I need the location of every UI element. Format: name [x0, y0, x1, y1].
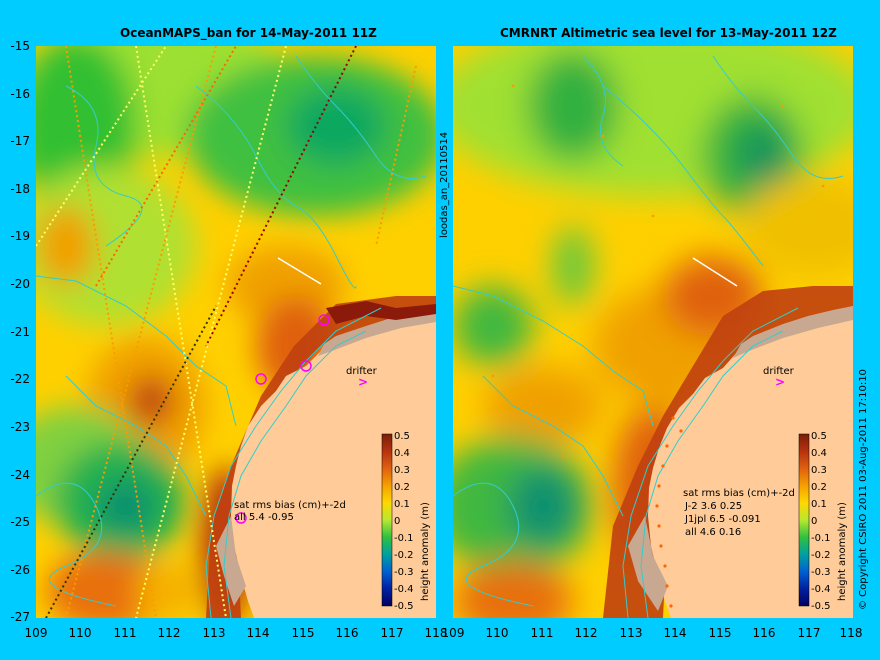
- colorbar-label: -0.5: [394, 601, 414, 612]
- x-axis-label: 113: [202, 626, 226, 640]
- section-line: [692, 257, 738, 287]
- colorbar-label: 0.1: [394, 499, 410, 510]
- x-axis-label: 118: [839, 626, 863, 640]
- drifter-label: drifter: [763, 366, 795, 377]
- drifter-positions: [235, 314, 330, 524]
- x-axis-label: 116: [752, 626, 776, 640]
- colorbar-label: -0.4: [394, 584, 414, 595]
- colorbar-label: 0.1: [811, 499, 827, 510]
- colorbar-label: -0.1: [394, 533, 414, 544]
- anomaly-blobs: [36, 46, 436, 618]
- colorbar-label: 0.4: [811, 448, 827, 459]
- left-map-canvas: drifter > sat rms bias (cm)+-2d all 5.4 …: [36, 46, 436, 618]
- x-axis-label: 118: [424, 626, 448, 640]
- x-axis-label: 109: [441, 626, 465, 640]
- drifter-arrow-icon: >: [358, 375, 368, 389]
- x-axis-label: 115: [708, 626, 732, 640]
- stats-header: sat rms bias (cm)+-2d: [234, 500, 346, 511]
- y-axis-label: -26: [10, 563, 30, 577]
- bathymetry-contours: [453, 55, 844, 618]
- x-axis-label: 111: [113, 626, 137, 640]
- colorbar-label: -0.4: [811, 584, 831, 595]
- colorbar-label: -0.3: [811, 567, 831, 578]
- colorbar-title: height anomaly (m): [837, 502, 848, 601]
- x-axis-label: 113: [619, 626, 643, 640]
- colorbar-label: -0.3: [394, 567, 414, 578]
- y-axis-label: -22: [10, 372, 30, 386]
- colorbar-label: 0.2: [811, 482, 827, 493]
- colorbar-title: height anomaly (m): [420, 502, 431, 601]
- right-map-title: CMRNRT Altimetric sea level for 13-May-2…: [500, 26, 837, 40]
- colorbar-label: -0.2: [811, 550, 831, 561]
- y-axis-label: -20: [10, 277, 30, 291]
- colorbar-label: 0.2: [394, 482, 410, 493]
- x-axis-label: 117: [380, 626, 404, 640]
- run-id-label: loodas_an_20110514: [439, 131, 450, 238]
- y-axis-label: -24: [10, 468, 30, 482]
- y-axis-label: -17: [10, 134, 30, 148]
- x-axis-label: 116: [335, 626, 359, 640]
- colorbar-label: 0.3: [394, 465, 410, 476]
- x-axis-label: 110: [68, 626, 92, 640]
- colorbar: 0.5 0.4 0.3 0.2 0.1 0 -0.1 -0.2 -0.3 -0.…: [381, 431, 431, 612]
- x-axis-label: 111: [530, 626, 554, 640]
- altimeter-points: [491, 84, 825, 608]
- colorbar-label: 0: [394, 516, 400, 527]
- x-axis-label: 115: [291, 626, 315, 640]
- stats-j2: J-2 3.6 0.25: [684, 501, 742, 512]
- anomaly-blobs: [453, 46, 853, 618]
- coastal-shelf: [733, 306, 853, 358]
- copyright-label: © Copyright CSIRO 2011 03-Aug-2011 17:10…: [858, 369, 869, 610]
- right-map-canvas: drifter > sat rms bias (cm)+-2d J-2 3.6 …: [453, 46, 853, 618]
- colorbar-label: -0.5: [811, 601, 831, 612]
- drifter-legend: drifter >: [346, 366, 378, 389]
- coastal-high-anomaly: [326, 301, 436, 324]
- colorbar: 0.5 0.4 0.3 0.2 0.1 0 -0.1 -0.2 -0.3 -0.…: [798, 431, 848, 612]
- y-axis-label: -23: [10, 420, 30, 434]
- colorbar-label: 0.5: [811, 431, 827, 442]
- x-axis-label: 110: [485, 626, 509, 640]
- x-axis-label: 117: [797, 626, 821, 640]
- section-line: [277, 257, 322, 285]
- y-axis-label: -16: [10, 87, 30, 101]
- colorbar-label: -0.1: [811, 533, 831, 544]
- bathymetry-contours: [36, 55, 427, 618]
- stats-j1jpl: J1jpl 6.5 -0.091: [684, 514, 761, 525]
- x-axis-label: 112: [157, 626, 181, 640]
- y-axis-label: -18: [10, 182, 30, 196]
- colorbar-label: 0.5: [394, 431, 410, 442]
- left-map-title: OceanMAPS_ban for 14-May-2011 11Z: [120, 26, 377, 40]
- satellite-tracks: [36, 46, 417, 618]
- coastal-shelf: [318, 308, 436, 356]
- x-axis-label: 109: [24, 626, 48, 640]
- right-map-panel: drifter > sat rms bias (cm)+-2d J-2 3.6 …: [453, 46, 853, 618]
- drifter-legend: drifter >: [763, 366, 795, 389]
- stats-all: all 5.4 -0.95: [234, 512, 294, 523]
- y-axis-label: -21: [10, 325, 30, 339]
- gulf-shelf: [628, 516, 668, 611]
- gulf-shelf: [216, 516, 246, 606]
- colorbar-label: -0.2: [394, 550, 414, 561]
- x-axis-label: 114: [663, 626, 687, 640]
- stats-all: all 4.6 0.16: [685, 527, 741, 538]
- y-axis-label: -27: [10, 610, 30, 624]
- x-axis-label: 112: [574, 626, 598, 640]
- x-axis-label: 114: [246, 626, 270, 640]
- y-axis-label: -19: [10, 229, 30, 243]
- y-axis-label: -25: [10, 515, 30, 529]
- y-axis-label: -15: [10, 39, 30, 53]
- left-map-panel: drifter > sat rms bias (cm)+-2d all 5.4 …: [36, 46, 436, 618]
- drifter-arrow-icon: >: [775, 375, 785, 389]
- stats-header: sat rms bias (cm)+-2d: [683, 488, 795, 499]
- colorbar-label: 0.4: [394, 448, 410, 459]
- colorbar-label: 0: [811, 516, 817, 527]
- colorbar-label: 0.3: [811, 465, 827, 476]
- drifter-label: drifter: [346, 366, 378, 377]
